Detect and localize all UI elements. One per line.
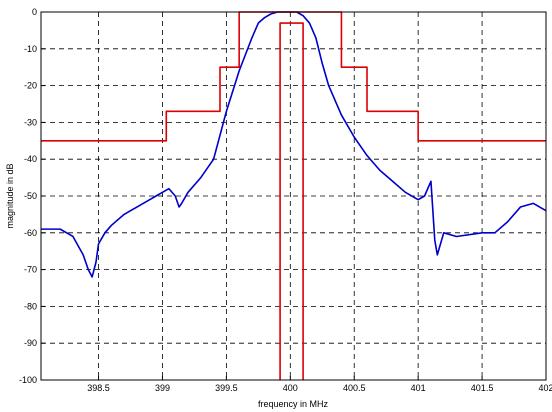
y-tick-label: -20 <box>24 81 37 91</box>
y-tick-label: -100 <box>19 375 37 385</box>
y-tick-label: 0 <box>32 7 37 17</box>
x-tick-label: 399.5 <box>215 383 238 393</box>
series-line-1 <box>41 11 547 278</box>
y-axis-label: magnitude in dB <box>5 163 15 228</box>
x-tick-label: 400.5 <box>343 383 366 393</box>
x-tick-labels: 398.5 399 399.5 400 400.5 401 401.5 402 <box>87 383 552 393</box>
series-line-2 <box>41 11 546 142</box>
y-tick-label: -80 <box>24 301 37 311</box>
y-tick-label: -10 <box>24 44 37 54</box>
plot-frame <box>40 11 547 381</box>
y-tick-label: -90 <box>24 338 37 348</box>
y-tick-label: -30 <box>24 117 37 127</box>
y-tick-label: -60 <box>24 228 37 238</box>
x-axis-label: frequency in MHz <box>258 399 329 409</box>
x-tick-label: 400 <box>283 383 298 393</box>
x-tick-label: 399 <box>155 383 170 393</box>
x-tick-label: 401.5 <box>471 383 494 393</box>
y-tick-labels: 0 -10 -20 -30 -40 -50 -60 -70 -80 -90 -100 <box>19 7 37 385</box>
x-tick-label: 402 <box>538 383 552 393</box>
series-line-3 <box>279 22 304 380</box>
y-tick-label: -70 <box>24 265 37 275</box>
y-tick-label: -40 <box>24 154 37 164</box>
grid <box>41 11 547 381</box>
y-tick-label: -50 <box>24 191 37 201</box>
x-tick-label: 398.5 <box>87 383 110 393</box>
x-tick-label: 401 <box>411 383 426 393</box>
